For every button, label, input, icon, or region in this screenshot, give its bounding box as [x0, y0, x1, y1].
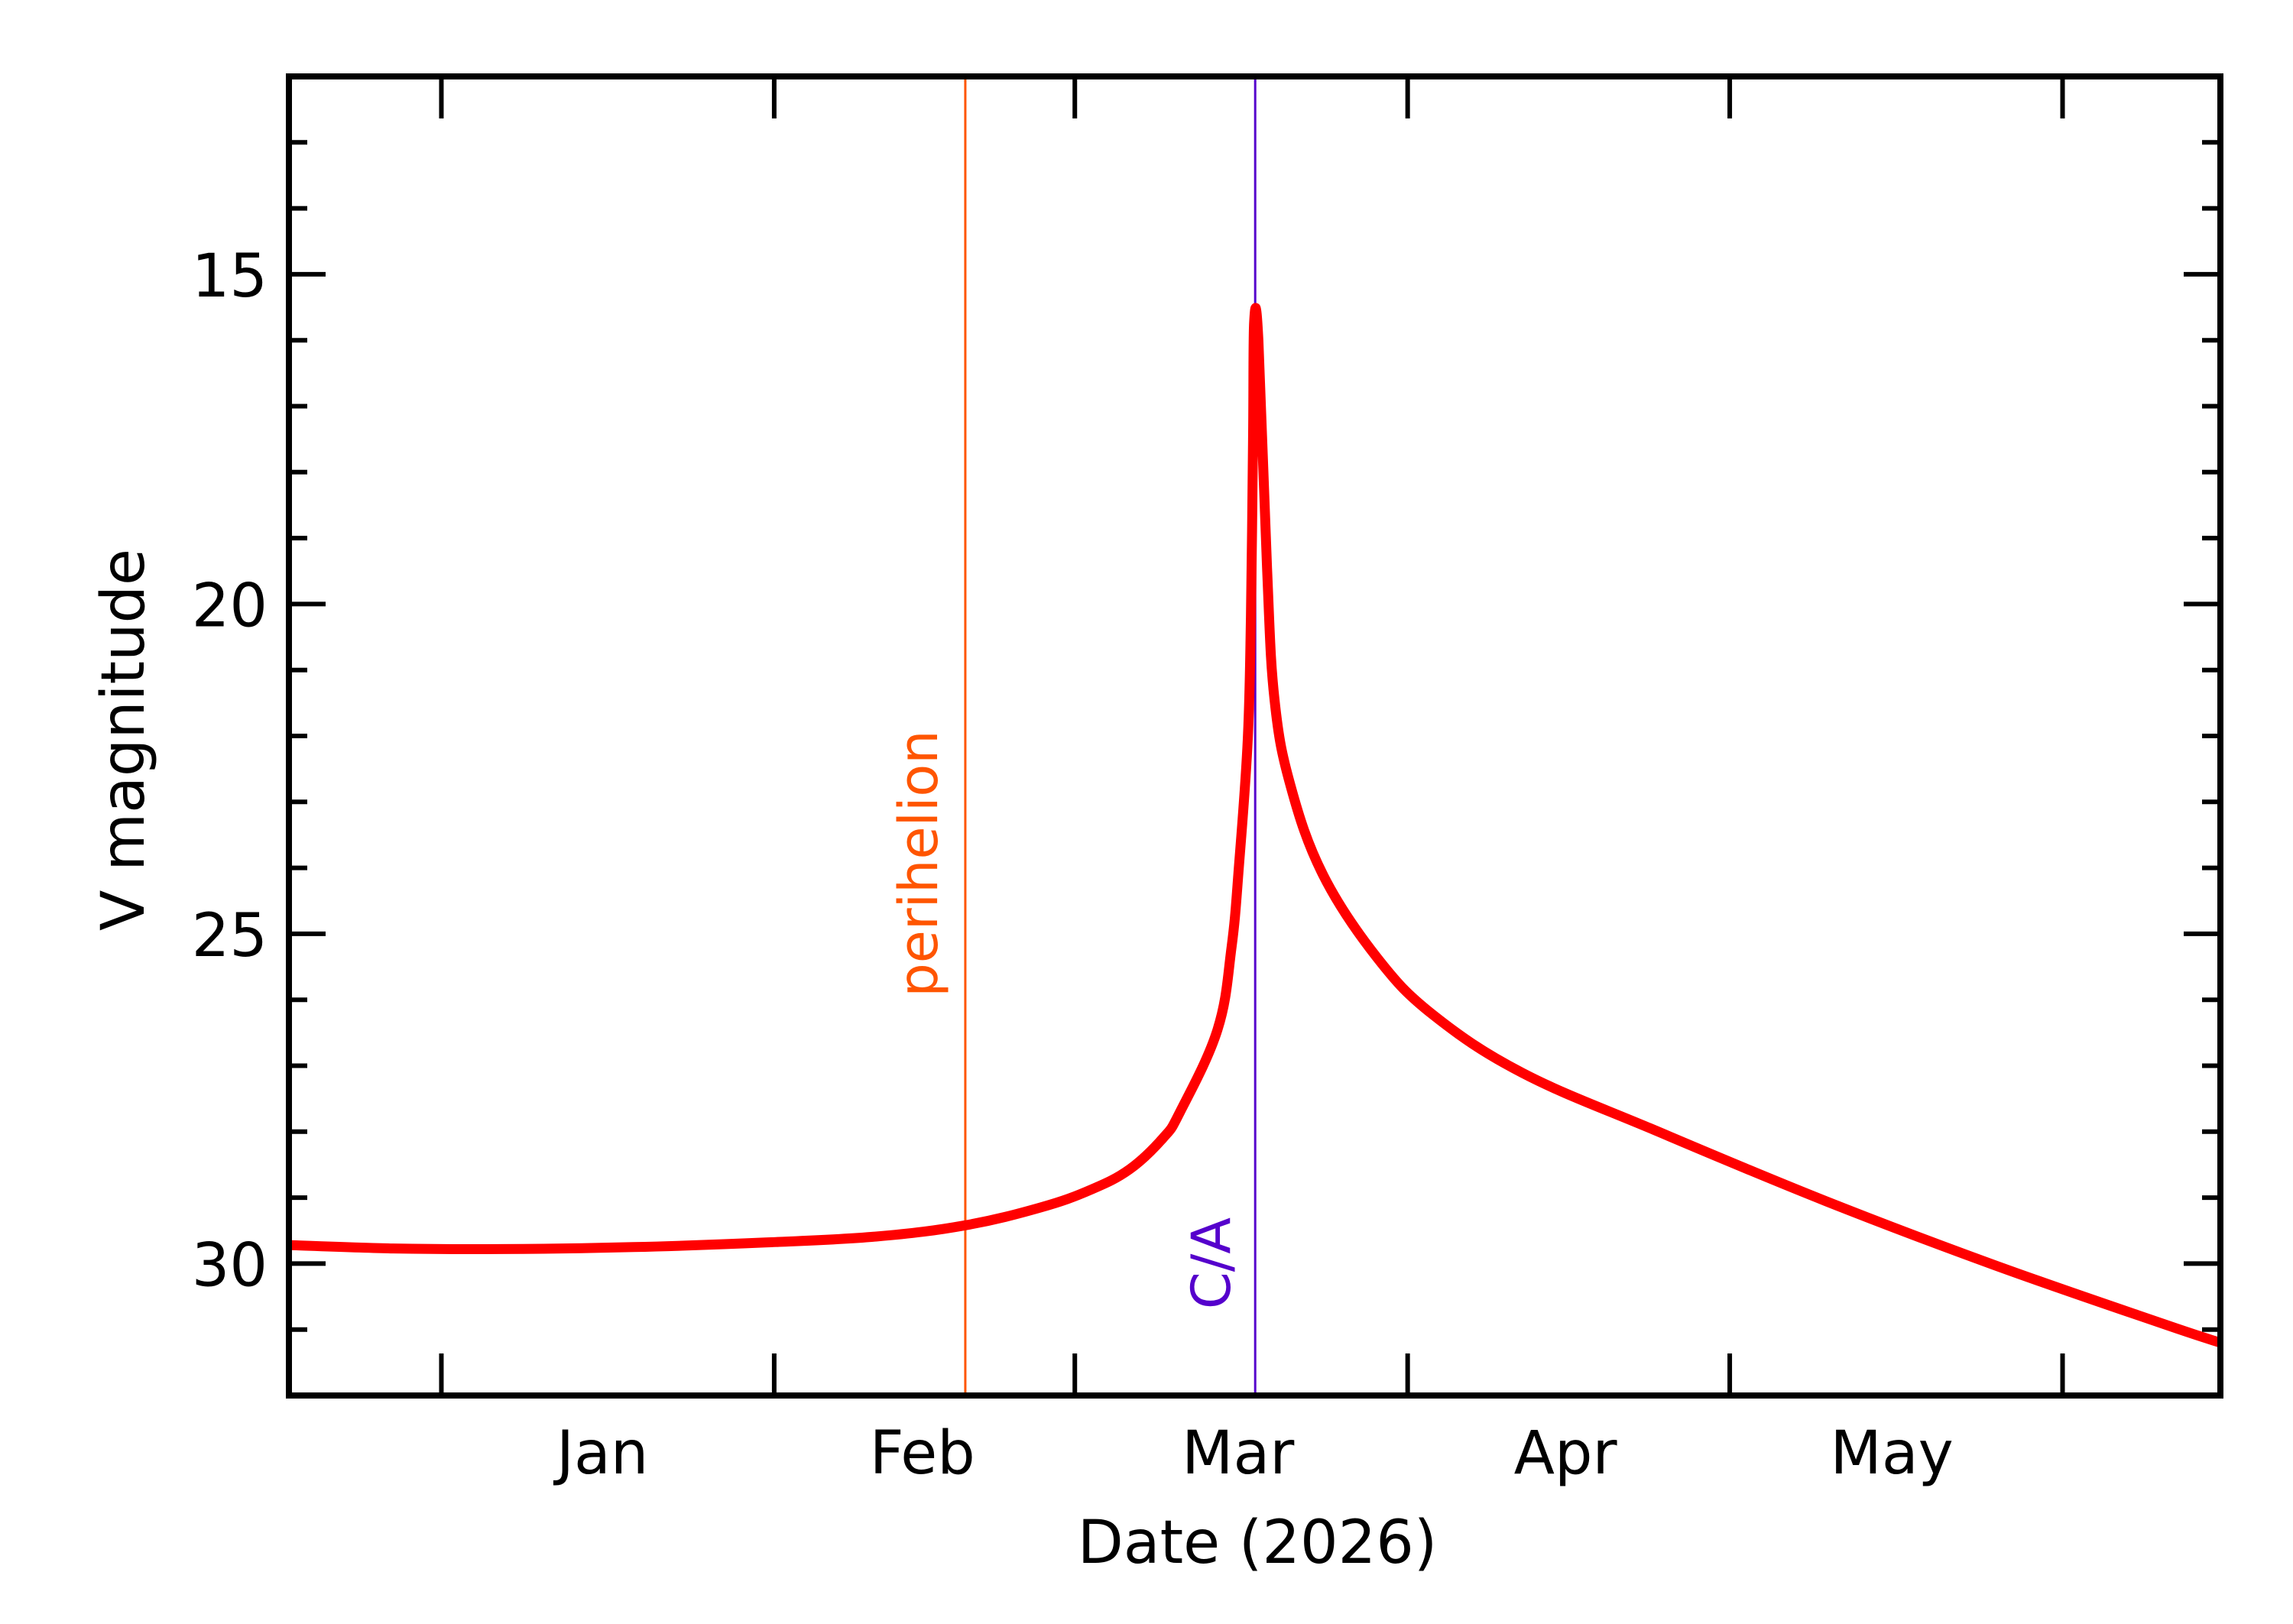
x-tick-label: May: [1831, 1419, 1954, 1488]
tick-labels: Jan Feb Mar Apr May 15 20 25 30: [192, 242, 1954, 1488]
x-axis-title: Date (2026): [1078, 1509, 1438, 1577]
ca-label: C/A: [1180, 1217, 1243, 1309]
y-axis-title: V magnitude: [89, 549, 158, 931]
perihelion-label: perihelion: [887, 730, 950, 997]
x-tick-label: Jan: [553, 1419, 648, 1488]
magnitude-curve: [289, 303, 2220, 1348]
y-tick-label: 20: [192, 572, 268, 640]
plot-frame: [286, 73, 2223, 1399]
x-tick-label: Feb: [870, 1419, 975, 1488]
axis-ticks: [289, 74, 2220, 1398]
y-tick-label: 25: [192, 902, 268, 971]
x-tick-label: Mar: [1182, 1419, 1295, 1488]
y-tick-label: 15: [192, 242, 268, 311]
plot-area: [289, 76, 2220, 1395]
y-tick-label: 30: [192, 1231, 268, 1300]
x-tick-label: Apr: [1514, 1419, 1618, 1488]
